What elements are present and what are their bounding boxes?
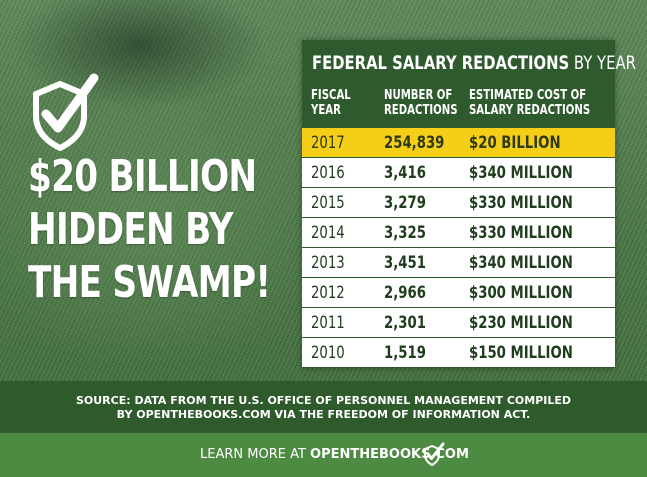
count-cell: 2,966 bbox=[384, 283, 426, 303]
table-row: 2015 3,279 $330 MILLION bbox=[302, 188, 615, 218]
headline-line: THE SWAMP! bbox=[28, 257, 271, 308]
count-cell: 3,451 bbox=[384, 253, 426, 273]
source-bar: SOURCE: DATA FROM THE U.S. OFFICE OF PER… bbox=[0, 381, 647, 433]
header-line: ESTIMATED COST OF bbox=[469, 88, 587, 103]
headline: $20 BILLION HIDDEN BY THE SWAMP! bbox=[28, 150, 271, 309]
cost-cell: $230 MILLION bbox=[469, 313, 573, 333]
count-cell: 2,301 bbox=[384, 313, 426, 333]
year-cell: 2011 bbox=[311, 313, 345, 333]
footer-bar: LEARN MORE AT OPENTHEBOOKS.COM bbox=[0, 433, 647, 477]
redactions-table: FEDERAL SALARY REDACTIONS BY YEAR FISCAL… bbox=[302, 40, 636, 368]
table-row: 2011 2,301 $230 MILLION bbox=[302, 308, 615, 338]
cost-cell: $330 MILLION bbox=[469, 193, 573, 213]
year-cell: 2014 bbox=[311, 223, 345, 243]
table-row: 2016 3,416 $340 MILLION bbox=[302, 158, 615, 188]
cost-cell: $340 MILLION bbox=[469, 163, 573, 183]
header-line: YEAR bbox=[311, 103, 341, 118]
cost-cell: $300 MILLION bbox=[469, 283, 573, 303]
table-row: 2013 3,451 $340 MILLION bbox=[302, 248, 615, 278]
count-cell: 3,279 bbox=[384, 193, 426, 213]
footer-cta: LEARN MORE AT OPENTHEBOOKS.COM bbox=[200, 447, 469, 462]
table-title-bold: FEDERAL SALARY REDACTIONS bbox=[312, 52, 570, 74]
table-title: FEDERAL SALARY REDACTIONS BY YEAR bbox=[312, 52, 636, 74]
table-row: 2014 3,325 $330 MILLION bbox=[302, 218, 615, 248]
year-cell: 2013 bbox=[311, 253, 345, 273]
header-line: FISCAL bbox=[311, 88, 351, 103]
year-cell: 2016 bbox=[311, 163, 345, 183]
cost-cell: $20 BILLION bbox=[469, 133, 561, 153]
table-title-rest: BY YEAR bbox=[569, 52, 636, 74]
cost-cell: $340 MILLION bbox=[469, 253, 573, 273]
year-cell: 2012 bbox=[311, 283, 345, 303]
footer-site-link[interactable]: OPENTHEBOOKS.COM bbox=[310, 447, 469, 462]
table-row: 2010 1,519 $150 MILLION bbox=[302, 338, 615, 368]
table-body: 2017 254,839 $20 BILLION 2016 3,416 $340… bbox=[302, 128, 615, 368]
header-line: NUMBER OF bbox=[384, 88, 453, 103]
headline-line: HIDDEN BY bbox=[28, 204, 233, 255]
column-header-count: NUMBER OF REDACTIONS bbox=[384, 88, 458, 118]
check-shield-icon bbox=[33, 73, 99, 151]
check-shield-icon bbox=[424, 442, 445, 466]
header-line: REDACTIONS bbox=[384, 103, 458, 118]
column-header-cost: ESTIMATED COST OF SALARY REDACTIONS bbox=[469, 88, 590, 118]
year-cell: 2015 bbox=[311, 193, 345, 213]
cost-cell: $330 MILLION bbox=[469, 223, 573, 243]
year-cell: 2010 bbox=[311, 343, 345, 363]
source-line: SOURCE: DATA FROM THE U.S. OFFICE OF PER… bbox=[75, 394, 572, 407]
count-cell: 254,839 bbox=[384, 133, 445, 153]
header-line: SALARY REDACTIONS bbox=[469, 103, 591, 118]
table-row: 2012 2,966 $300 MILLION bbox=[302, 278, 615, 308]
count-cell: 3,416 bbox=[384, 163, 426, 183]
footer-prefix: LEARN MORE AT bbox=[200, 447, 311, 462]
column-header-year: FISCAL YEAR bbox=[311, 88, 351, 118]
year-cell: 2017 bbox=[311, 133, 345, 153]
source-note: SOURCE: DATA FROM THE U.S. OFFICE OF PER… bbox=[0, 394, 647, 422]
cost-cell: $150 MILLION bbox=[469, 343, 573, 363]
count-cell: 1,519 bbox=[384, 343, 426, 363]
headline-line: $20 BILLION bbox=[28, 151, 257, 202]
table-row: 2017 254,839 $20 BILLION bbox=[302, 128, 615, 158]
count-cell: 3,325 bbox=[384, 223, 426, 243]
source-line: BY OPENTHEBOOKS.COM VIA THE FREEDOM OF I… bbox=[116, 408, 531, 421]
